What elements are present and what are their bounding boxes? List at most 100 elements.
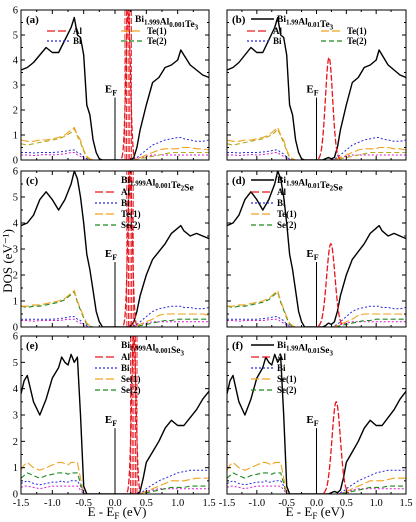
series-line-Al-peak bbox=[323, 400, 350, 494]
series-line-Bi_low bbox=[21, 485, 209, 494]
y-tick-label: 0 bbox=[13, 490, 18, 501]
panel-a: EF 0 1 2 3 4 5 6 (a) Bi1.999Al0.001Te3 Al Te(1) Bi Te… bbox=[13, 6, 210, 167]
y-tick-label: 2 bbox=[13, 437, 18, 448]
panel-label: (a) bbox=[26, 14, 39, 26]
legend-label: Al bbox=[277, 352, 286, 362]
legend-label: Se(2) bbox=[277, 220, 297, 230]
y-tick-label: 6 bbox=[13, 6, 18, 17]
legend-label: Al bbox=[273, 26, 282, 36]
series-line-Bi bbox=[227, 469, 406, 494]
series-line-total bbox=[227, 353, 406, 494]
legend-label: Bi bbox=[273, 36, 282, 46]
series-line-anion1 bbox=[227, 461, 406, 494]
legend-label: Al bbox=[73, 26, 82, 36]
panel-e: EF 0 1 2 3 4 5 6 -1.5 -1.0 -0.5 0.0 0.5 1.0 1.5 (e) Bi1.… bbox=[13, 332, 216, 510]
formula-label: Bi1.999Al0.001Te3 bbox=[135, 15, 199, 32]
series-line-Te_low bbox=[227, 128, 406, 160]
plot-area bbox=[21, 336, 209, 494]
y-tick-label: 2 bbox=[13, 271, 18, 282]
series-line-Al-peak bbox=[317, 56, 341, 160]
x-tick-label: -0.5 bbox=[278, 498, 295, 509]
legend-label: Bi bbox=[73, 36, 82, 46]
formula-label: Bi1.99Al0.01Te2Se bbox=[277, 176, 343, 194]
series-line-Al-peak bbox=[122, 171, 138, 326]
legend-label: Se(2) bbox=[121, 385, 141, 395]
series-line-anion2 bbox=[227, 472, 406, 494]
series-line-anion2 bbox=[21, 291, 209, 327]
series-line-Te_low bbox=[21, 128, 209, 160]
y-tick-label: 1 bbox=[13, 463, 18, 474]
series-line-Al-peak bbox=[120, 10, 136, 159]
plot-area bbox=[227, 353, 406, 494]
series-line-anion1 bbox=[227, 290, 406, 327]
legend-label: Se(1) bbox=[121, 374, 141, 384]
legend-label: Te(2) bbox=[347, 36, 367, 46]
series-line-Bi_low bbox=[21, 318, 209, 327]
series-line-Bi bbox=[21, 137, 209, 160]
x-tick-label: 1.0 bbox=[370, 498, 383, 509]
x-tick-label: 0.0 bbox=[310, 498, 323, 509]
series-line-Bi_low bbox=[227, 318, 406, 327]
formula-label: Bi1.99Al0.01Te3 bbox=[277, 15, 334, 32]
panel-label: (b) bbox=[232, 14, 246, 26]
series-line-Al-peak bbox=[126, 336, 141, 493]
y-tick-label: 5 bbox=[13, 193, 18, 204]
series-line-total bbox=[227, 16, 406, 160]
legend-label: Bi bbox=[277, 363, 286, 373]
series-line-anion1 bbox=[227, 126, 406, 160]
y-tick-label: 1 bbox=[13, 297, 18, 308]
series-line-anion1 bbox=[21, 126, 209, 160]
panel-label: (f) bbox=[232, 340, 243, 352]
panel-label: (e) bbox=[26, 340, 39, 352]
panel-label: (d) bbox=[232, 175, 246, 187]
legend-label: Bi bbox=[121, 198, 130, 208]
x-tick-label: 0.5 bbox=[140, 498, 153, 509]
x-tick-label: -0.5 bbox=[75, 498, 92, 509]
y-tick-label: 4 bbox=[13, 219, 19, 230]
x-tick-label: -1.5 bbox=[219, 498, 236, 509]
plot-area bbox=[227, 16, 406, 160]
panel-f: EF -1.5 -1.0 -0.5 0.0 0.5 1.0 1.5 (f) Bi1.99Al0.0… bbox=[219, 335, 413, 509]
y-tick-label: 0 bbox=[13, 156, 18, 167]
series-line-anion2 bbox=[227, 291, 406, 327]
y-tick-label: 4 bbox=[13, 56, 19, 67]
legend-label: Al bbox=[277, 187, 286, 197]
legend-label: Al bbox=[121, 352, 130, 362]
y-tick-label: 2 bbox=[13, 106, 18, 117]
y-tick-label: 0 bbox=[13, 323, 18, 334]
x-tick-label: -1.5 bbox=[13, 498, 30, 509]
y-tick-label: 3 bbox=[13, 81, 18, 92]
series-line-Al-peak bbox=[317, 242, 344, 327]
legend-label: Te(1) bbox=[147, 26, 167, 36]
series-line-anion2 bbox=[21, 472, 209, 494]
legend-label: Te(1) bbox=[347, 26, 367, 36]
legend-label: Al bbox=[121, 187, 130, 197]
formula-label: Bi1.999Al0.001Te2Se bbox=[121, 176, 194, 194]
y-tick-label: 3 bbox=[13, 245, 18, 256]
y-tick-label: 5 bbox=[13, 358, 18, 369]
plot-area bbox=[21, 171, 209, 327]
x-tick-label: 1.0 bbox=[171, 498, 184, 509]
y-tick-label: 4 bbox=[13, 384, 19, 395]
legend-label: Se(2) bbox=[277, 385, 297, 395]
y-axis-title: DOS (eV⁻¹) bbox=[0, 229, 15, 293]
legend-label: Te(2) bbox=[147, 36, 167, 46]
legend-label: Bi bbox=[121, 363, 130, 373]
x-tick-label: 1.5 bbox=[399, 498, 412, 509]
series-line-total bbox=[21, 171, 209, 327]
x-tick-label: 0.0 bbox=[108, 498, 121, 509]
y-tick-label: 6 bbox=[13, 332, 18, 343]
fermi-level-label: EF bbox=[105, 414, 117, 428]
y-tick-label: 6 bbox=[13, 167, 18, 178]
legend-label: Bi bbox=[277, 198, 286, 208]
series-line-Bi_low bbox=[21, 152, 209, 160]
x-tick-label: -1.0 bbox=[249, 498, 266, 509]
series-line-total bbox=[21, 16, 209, 160]
formula-label: Bi1.999Al0.001Se3 bbox=[121, 341, 184, 358]
x-tick-label: 1.5 bbox=[202, 498, 215, 509]
fermi-level-label: EF bbox=[105, 84, 117, 98]
y-tick-label: 1 bbox=[13, 131, 18, 142]
